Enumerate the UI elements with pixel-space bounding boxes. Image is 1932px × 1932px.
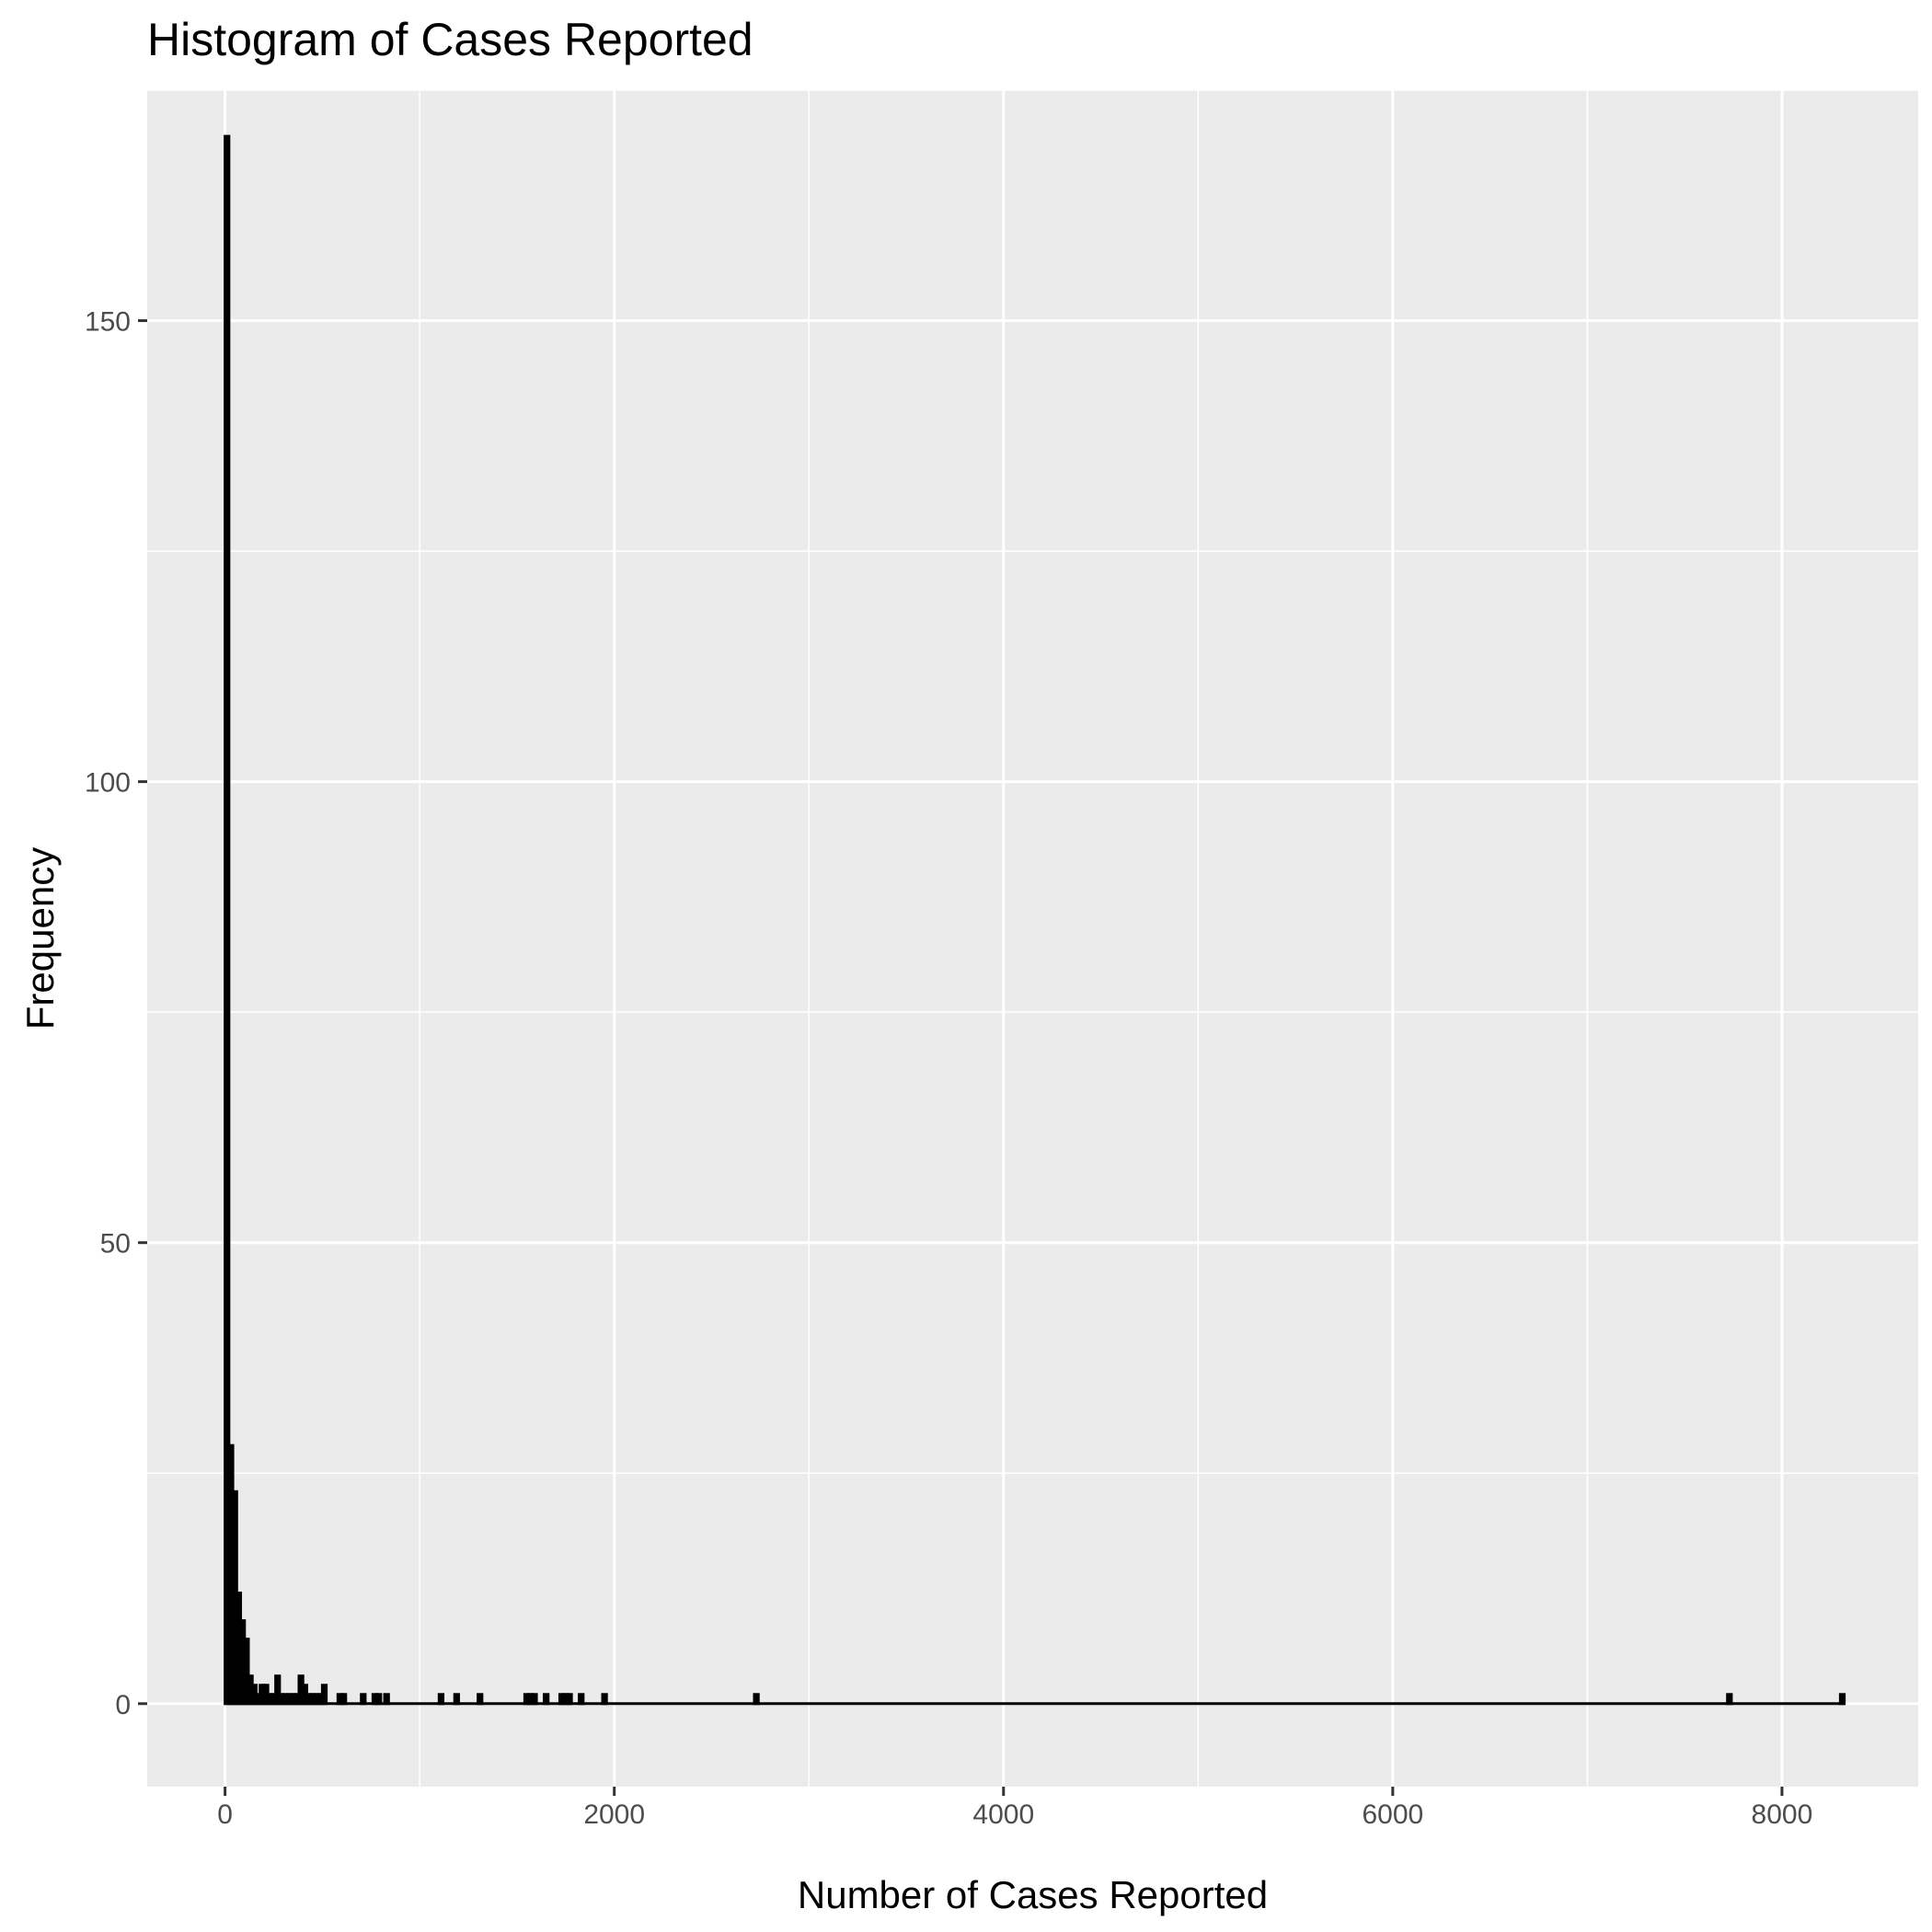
chart-title: Histogram of Cases Reported: [147, 14, 753, 65]
histogram-bar: [224, 134, 231, 1706]
y-tick-label: 50: [100, 1229, 131, 1259]
histogram-bar: [375, 1693, 383, 1706]
plot-panel: [147, 90, 1918, 1787]
x-tick-label: 4000: [972, 1800, 1034, 1830]
histogram-bar: [340, 1693, 348, 1706]
histogram-bar: [531, 1693, 538, 1706]
y-tick-label: 100: [85, 768, 131, 799]
histogram-bar: [601, 1693, 608, 1706]
x-tick-label: 2000: [583, 1800, 645, 1830]
x-axis-title: Number of Cases Reported: [798, 1873, 1268, 1916]
histogram-bar: [360, 1693, 367, 1706]
histogram-bar: [320, 1684, 328, 1706]
histogram-bar: [274, 1674, 282, 1706]
x-tick-label: 0: [217, 1800, 233, 1830]
histogram-bar: [383, 1693, 390, 1706]
x-tick-label: 6000: [1362, 1800, 1423, 1830]
histogram-bar: [753, 1693, 760, 1706]
histogram-bar: [543, 1693, 550, 1706]
histogram-bar: [566, 1693, 573, 1706]
y-axis-title: Frequency: [18, 847, 62, 1029]
y-tick-label: 150: [85, 307, 131, 338]
histogram-bar: [243, 1638, 250, 1706]
histogram-bar: [1838, 1693, 1846, 1706]
histogram-bar: [1726, 1693, 1733, 1706]
histogram-bar: [578, 1693, 585, 1706]
x-axis: 0 2000 4000 6000 8000: [217, 1787, 1812, 1830]
histogram-bar: [477, 1693, 484, 1706]
y-axis: 0 50 100 150: [85, 307, 147, 1720]
histogram-bars: [224, 134, 1846, 1706]
histogram-bar: [437, 1693, 445, 1706]
minor-gridlines: [147, 89, 1918, 1787]
y-tick-label: 0: [115, 1690, 131, 1720]
x-tick-label: 8000: [1752, 1800, 1813, 1830]
histogram-bar: [453, 1693, 460, 1706]
